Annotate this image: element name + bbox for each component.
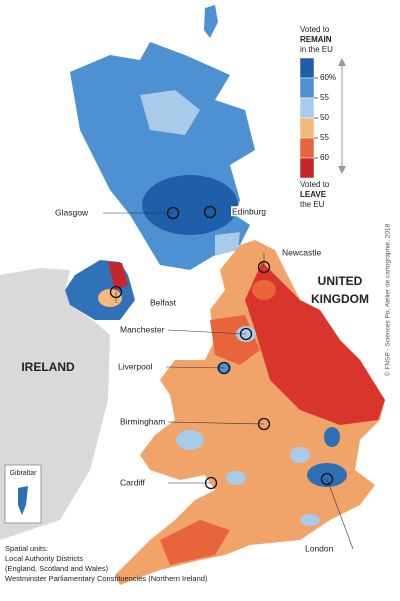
label-bg [54, 207, 90, 218]
note: Spatial units: [5, 544, 48, 553]
label-bg [119, 324, 166, 335]
city-marker [203, 205, 217, 219]
legend-swatch [299, 157, 315, 179]
country-label: KINGDOM [311, 292, 369, 306]
city-label: Cardiff [120, 477, 146, 487]
legend-leave-title: Voted to [300, 180, 330, 189]
label-bg [119, 477, 147, 488]
shetland [204, 5, 218, 38]
city-label: Birmingham [120, 416, 165, 426]
note: (England, Scotland and Wales) [5, 564, 109, 573]
leader-line [165, 366, 225, 369]
label-bg [231, 206, 268, 217]
legend-swatch [299, 117, 315, 139]
credit: © FNSP - Sciences Po, Atelier de cartogr… [384, 223, 392, 376]
legend-tick-label: 50 [320, 113, 329, 122]
city-label: London [305, 543, 334, 553]
country-label: IRELAND [21, 360, 75, 374]
legend-swatch [299, 137, 315, 159]
note: Westminster Parliamentary Constituencies… [5, 574, 208, 583]
legend-tick-label: 60% [320, 73, 336, 82]
legend-swatch [299, 97, 315, 119]
bristol-area [226, 471, 246, 485]
legend-leave-title: LEAVE [300, 190, 327, 199]
label-bg [149, 297, 178, 308]
city-label: Edinburg [232, 206, 266, 216]
inset-title: Gibraltar [10, 470, 38, 477]
ni-east [108, 262, 128, 290]
central-belt [142, 175, 238, 235]
legend-remain-title: in the EU [300, 45, 333, 54]
legend-swatch [299, 57, 315, 79]
legend-remain-title: REMAIN [300, 35, 332, 44]
city-marker [257, 417, 271, 431]
city-label: Newcastle [282, 247, 321, 257]
city-label: Manchester [120, 324, 165, 334]
city-marker [320, 472, 334, 486]
scotland-light [140, 90, 200, 135]
city-label: Belfast [150, 297, 177, 307]
cambridge-area [324, 427, 340, 447]
note: Local Authority Districts [5, 554, 83, 563]
city-marker [239, 327, 253, 341]
wales-light [176, 430, 204, 450]
oxford-area [290, 447, 310, 463]
legend-tick-label: 55 [320, 93, 329, 102]
legend-tick-label: 60 [320, 153, 329, 162]
london-area [307, 463, 347, 487]
label-bg [117, 361, 154, 372]
gibraltar-shape [18, 486, 28, 515]
legend-swatch [299, 77, 315, 99]
city-marker [166, 206, 180, 220]
city-marker [204, 476, 218, 490]
city-label: Liverpool [118, 361, 153, 371]
city-label: Glasgow [55, 207, 89, 217]
city-marker [257, 260, 271, 274]
south-west [160, 520, 230, 565]
borders [215, 232, 240, 256]
leader-line [167, 421, 265, 425]
country-label: UNITED [318, 274, 363, 288]
leave-east [245, 262, 385, 425]
label-bg [304, 543, 335, 554]
label-bg [119, 416, 167, 427]
city-marker [217, 361, 231, 375]
legend-leave-title: the EU [300, 200, 325, 209]
north-east [252, 280, 276, 300]
label-bg [281, 247, 323, 258]
legend-tick-label: 55 [320, 133, 329, 142]
brighton-area [300, 514, 320, 526]
leader-line [326, 478, 354, 550]
legend-remain-title: Voted to [300, 25, 330, 34]
leader-line [167, 329, 247, 335]
city-marker [109, 285, 123, 299]
